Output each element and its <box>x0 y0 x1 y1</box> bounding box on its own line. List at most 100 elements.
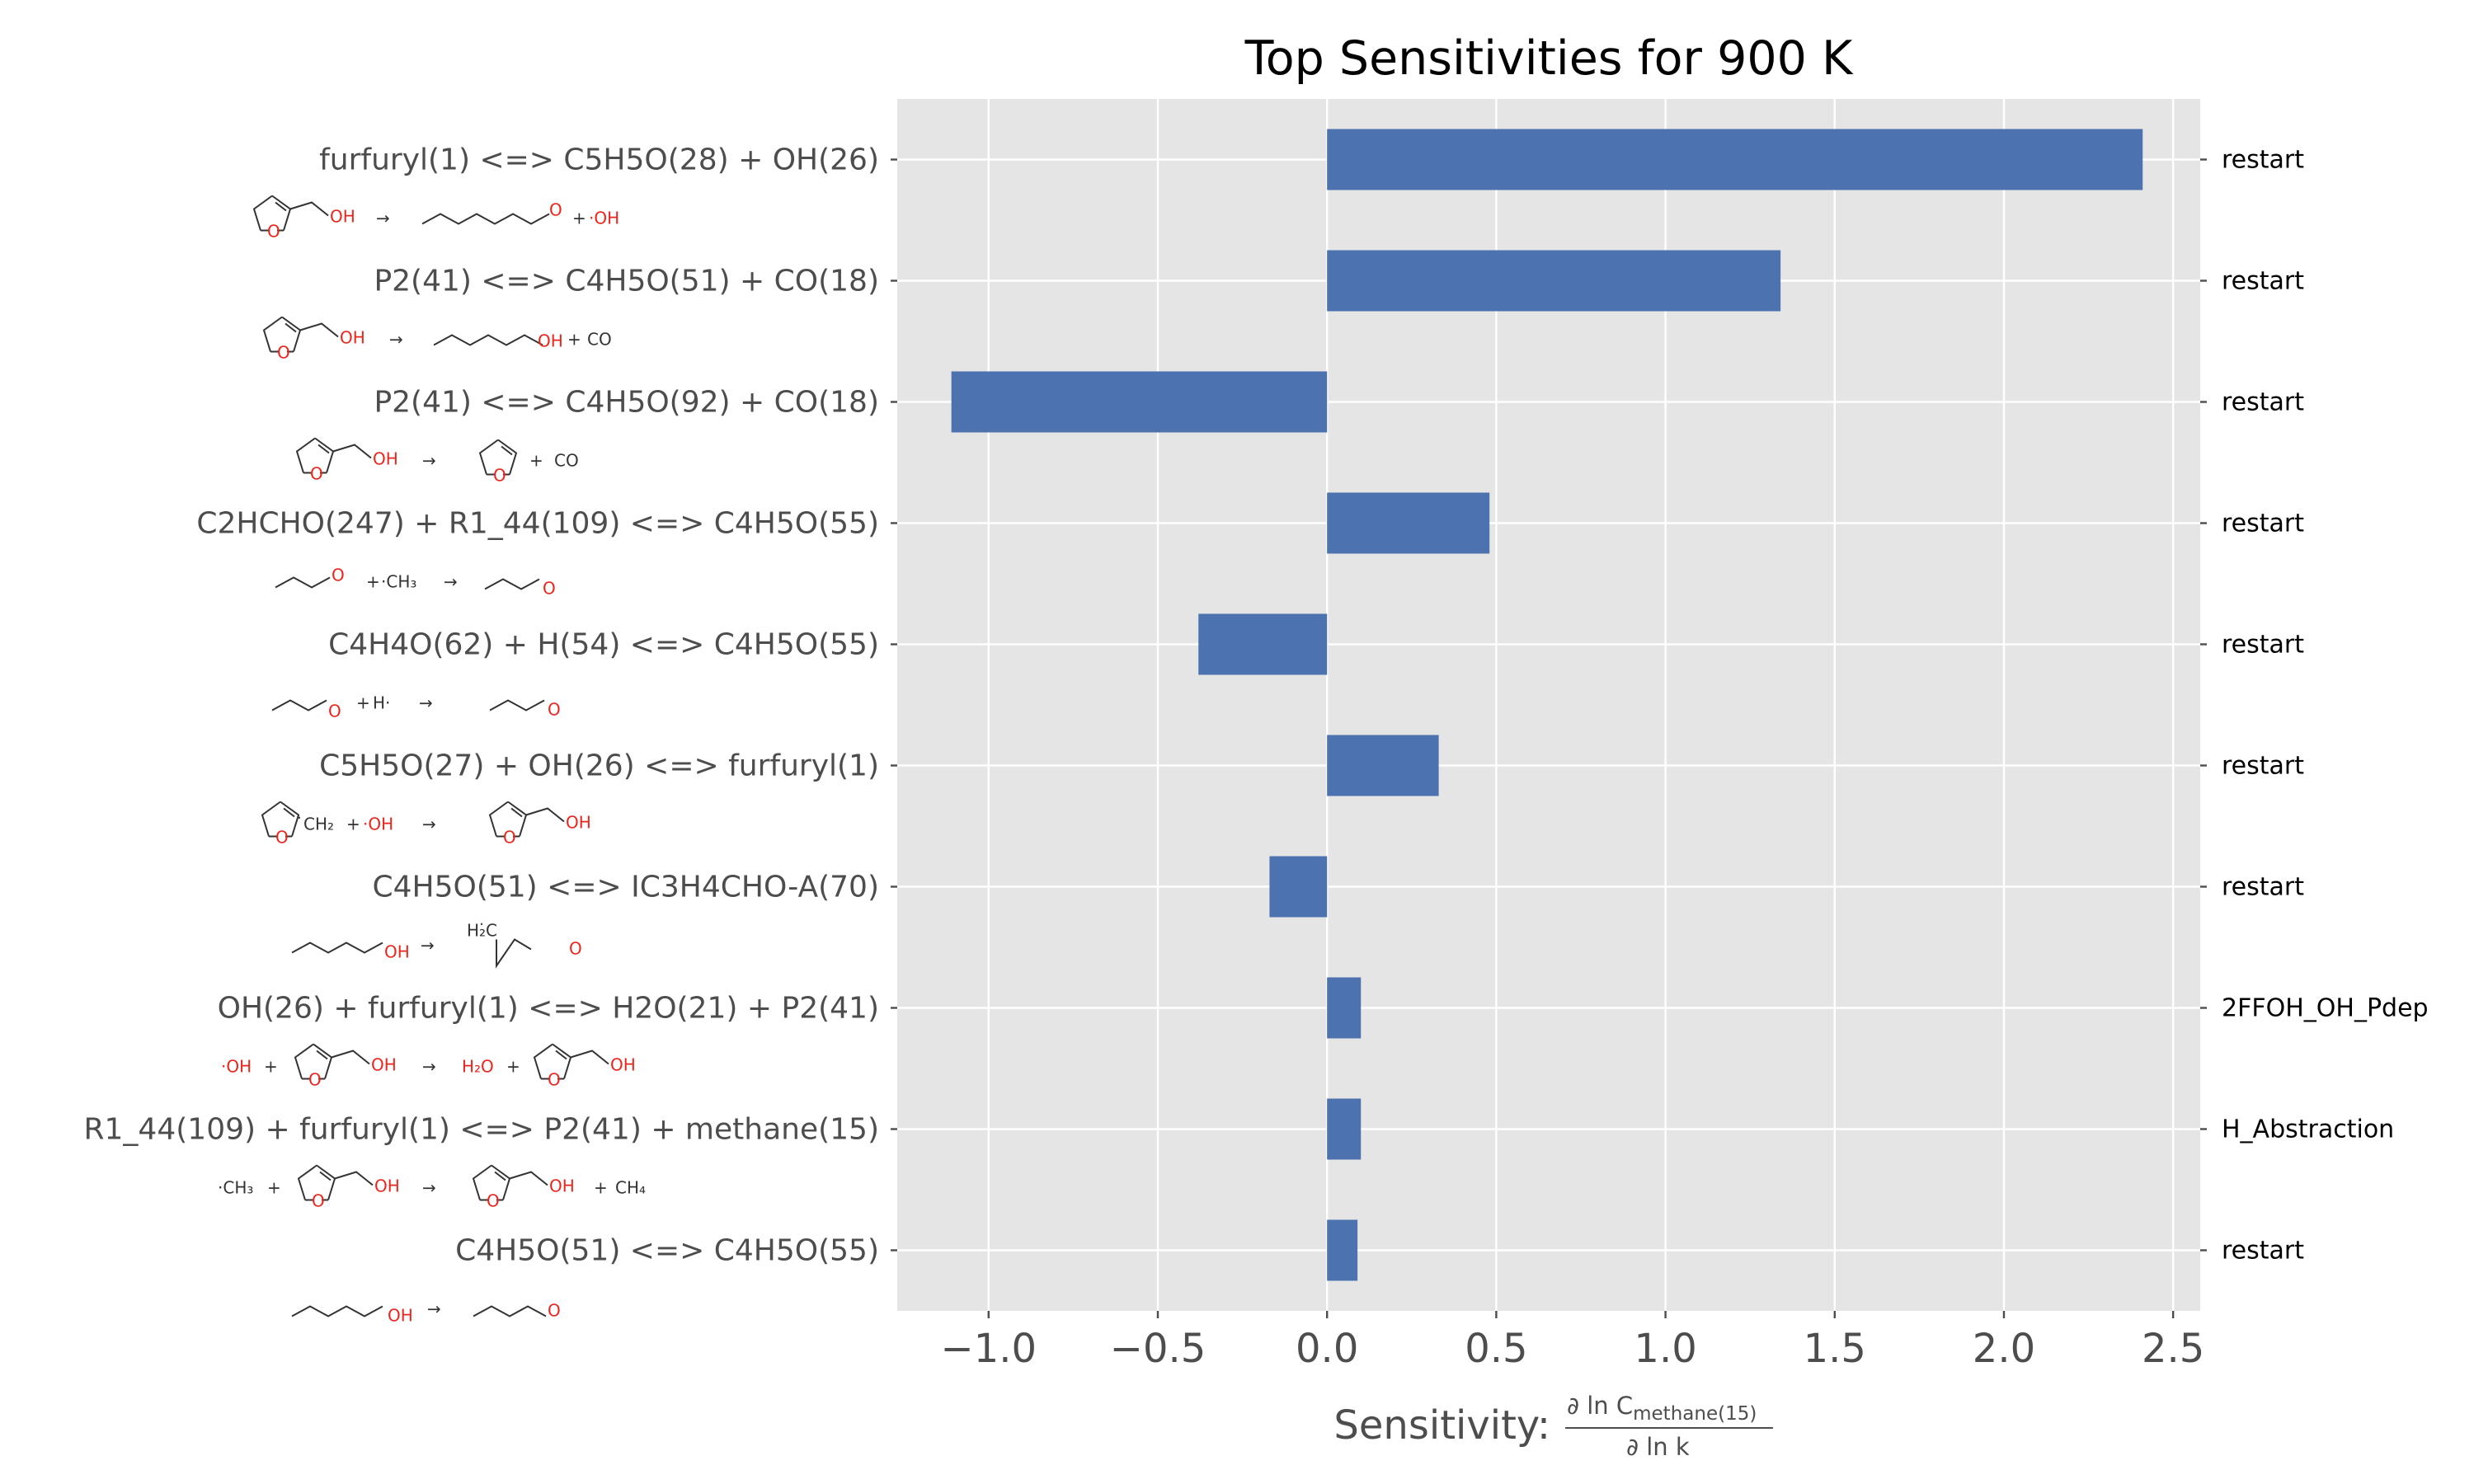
bond-line <box>509 1171 548 1186</box>
structure-glyph: OH <box>373 449 398 469</box>
structure-glyph: + <box>267 1178 281 1198</box>
bond-line <box>319 1171 332 1181</box>
y-tick-label: furfuryl(1) <=> C5H5O(28) + OH(26) <box>319 143 879 177</box>
bond-line <box>317 444 330 454</box>
bond-line <box>421 213 550 225</box>
reaction-labels: furfuryl(1) <=> C5H5O(28) + OH(26) P2(41)… <box>84 143 897 1268</box>
structure-glyph: H₂O <box>462 1057 494 1077</box>
bar <box>1327 735 1439 796</box>
bond-line <box>275 576 331 589</box>
structure-sketch: ȮCH₂ + ·OH → O OH <box>261 801 591 848</box>
structure-glyph: → <box>422 1178 436 1198</box>
structure-sketch: OOH → OH + CO <box>262 316 612 363</box>
bond-line <box>332 444 372 459</box>
structure-glyph: + <box>506 1057 520 1077</box>
structure-glyph: OH <box>371 1055 397 1075</box>
family-label: restart <box>2222 631 2304 660</box>
family-label: restart <box>2222 1237 2304 1266</box>
structure-glyph: O <box>328 702 341 721</box>
family-labels: restart restart restart restart restart resta… <box>2200 146 2429 1266</box>
structure-glyph: + <box>356 693 370 713</box>
y-tick-label: C2HCHO(247) + R1_44(109) <=> C4H5O(55) <box>196 507 879 541</box>
family-label: restart <box>2222 267 2304 296</box>
structure-glyph: ·OH <box>589 209 619 228</box>
structure-glyph: OH <box>374 1176 400 1196</box>
structure-glyph: O <box>312 1191 325 1211</box>
family-label: restart <box>2222 873 2304 902</box>
y-tick-label: C4H4O(62) + H(54) <=> C4H5O(55) <box>328 628 879 662</box>
bar <box>1269 856 1328 918</box>
x-tick-label: 2.0 <box>1973 1326 2035 1372</box>
bar <box>1327 129 2143 190</box>
structure-glyph: O <box>487 1191 500 1211</box>
family-label: restart <box>2222 146 2304 175</box>
structure-glyph: → <box>427 1299 441 1319</box>
structure-glyph: OH <box>566 813 591 833</box>
structure-glyph: O <box>275 828 289 848</box>
structure-glyph: → <box>444 572 458 592</box>
y-tick-label: C4H5O(51) <=> C4H5O(55) <box>455 1234 879 1268</box>
structure-glyph: + <box>572 209 586 228</box>
structure-sketch: ·CH₃ + O OH → O OH + CH₄ <box>218 1164 646 1211</box>
bond-line <box>501 445 513 456</box>
structure-glyph: ·OH <box>221 1057 252 1077</box>
bond-line <box>510 807 523 818</box>
structure-glyph: ·CH₃ <box>381 572 416 592</box>
bar <box>1327 250 1781 312</box>
structure-glyph: OH <box>330 207 355 227</box>
family-label: restart <box>2222 388 2304 417</box>
structure-glyph: H· <box>373 693 390 713</box>
structure-glyph: O <box>548 700 561 720</box>
bond-line <box>433 334 543 346</box>
structure-glyph: → <box>422 1057 436 1077</box>
structure-glyph: + <box>264 1057 278 1077</box>
x-tick-label: 0.5 <box>1465 1326 1527 1372</box>
x-axis-label-denominator: ∂ ln k <box>1626 1433 1690 1461</box>
structure-glyph: + <box>366 572 380 592</box>
x-axis-label-prefix: Sensitivity: <box>1333 1402 1550 1449</box>
bond-line <box>484 578 540 590</box>
structure-glyph: + <box>346 815 360 834</box>
structure-glyph: O <box>332 566 345 585</box>
structure-sketch: ·OH + O OH → H₂O + O OH <box>221 1043 636 1090</box>
bond-line <box>261 801 300 837</box>
structure-glyph: → <box>376 209 390 228</box>
structure-sketch: OH → O <box>291 1299 561 1326</box>
bar <box>1327 1219 1358 1281</box>
structure-glyph: OH <box>388 1306 413 1326</box>
family-label: restart <box>2222 752 2304 781</box>
bond-line <box>275 201 287 212</box>
structure-glyph: CO <box>554 451 579 471</box>
structure-glyph: → <box>421 936 435 956</box>
structure-glyph: + <box>529 451 543 471</box>
bond-line <box>570 1050 609 1065</box>
structure-glyph: ·CH₃ <box>218 1178 253 1198</box>
structure-glyph: O <box>548 1301 561 1321</box>
structure-glyph: OH <box>538 331 563 351</box>
y-tick-label: OH(26) + furfuryl(1) <=> H2O(21) + P2(41… <box>218 992 879 1026</box>
x-tick-label: 0.0 <box>1296 1326 1358 1372</box>
bond-line <box>334 1171 374 1186</box>
structure-sketch: O OH → O + ·OH <box>252 195 619 242</box>
bar <box>1327 977 1362 1039</box>
y-tick-label: P2(41) <=> C4H5O(51) + CO(18) <box>374 265 879 298</box>
bond-line <box>291 1305 383 1317</box>
bond-line <box>291 942 383 954</box>
structure-sketch: OH → H₂̇C O <box>291 921 582 969</box>
x-tick-label: 1.5 <box>1804 1326 1866 1372</box>
bond-line <box>271 699 327 711</box>
chart-title: Top Sensitivities for 900 K <box>1244 31 1854 86</box>
structure-sketch: O + ·CH₃ → O <box>275 566 556 599</box>
bond-line <box>473 1305 547 1317</box>
structure-glyph: O <box>543 579 556 599</box>
structure-glyph: ·OH <box>363 815 393 834</box>
bond-line <box>489 699 545 711</box>
structure-glyph: + <box>594 1178 608 1198</box>
structure-glyph: → <box>422 815 436 834</box>
family-label: H_Abstraction <box>2222 1115 2394 1144</box>
family-label: restart <box>2222 510 2304 538</box>
y-tick-label: P2(41) <=> C4H5O(92) + CO(18) <box>374 386 879 420</box>
x-tick-labels: −1.0 −0.5 0.0 0.5 1.0 1.5 2.0 2.5 <box>941 1311 2204 1372</box>
